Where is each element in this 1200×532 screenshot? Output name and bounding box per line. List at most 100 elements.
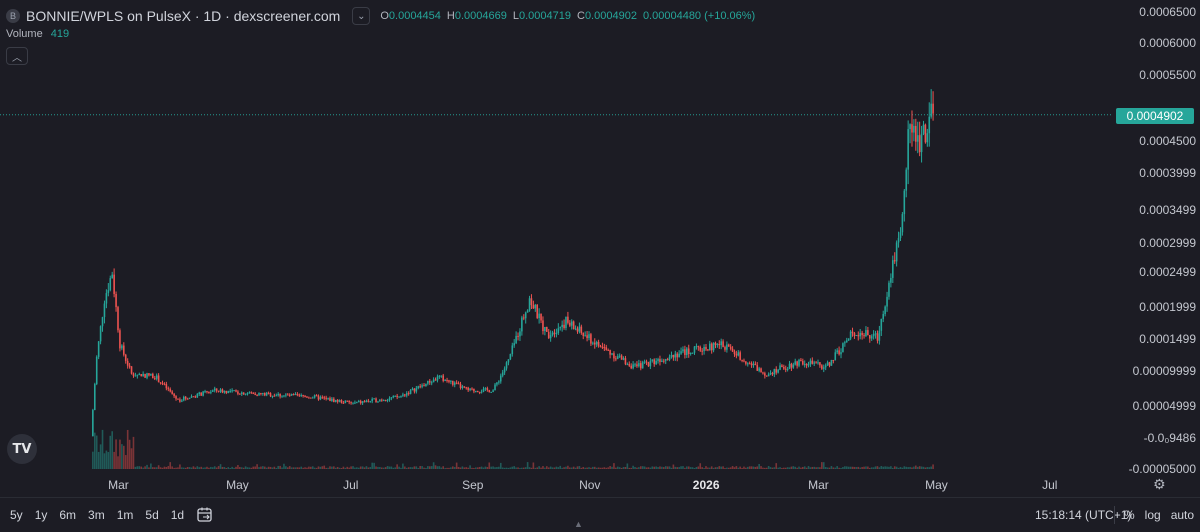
volume-bar	[724, 467, 726, 469]
candle-body	[476, 391, 479, 393]
candle-body	[824, 365, 827, 368]
candle-body	[659, 359, 661, 362]
volume-bar	[737, 467, 740, 469]
volume-bar	[340, 467, 343, 469]
volume-bar	[684, 467, 686, 469]
volume-bar	[707, 467, 709, 469]
candle-body	[802, 360, 804, 365]
price-axis-label: 0.0002999	[1139, 236, 1196, 250]
collapse-legend-button[interactable]: ︿	[6, 47, 28, 65]
candle-body	[113, 274, 115, 294]
volume-bar	[605, 467, 608, 469]
volume-bar	[252, 466, 255, 469]
volume-bar	[363, 467, 366, 469]
range-button-5d[interactable]: 5d	[145, 508, 159, 522]
candle-body	[471, 388, 473, 390]
time-axis-label: Jul	[1042, 478, 1058, 492]
candle-body	[290, 394, 293, 396]
volume-bar	[177, 467, 179, 469]
volume-bar	[150, 463, 152, 469]
volume-bar	[356, 467, 358, 469]
volume-bar	[893, 466, 896, 469]
tradingview-logo-icon[interactable]: TV	[7, 434, 37, 464]
candle-body	[830, 359, 833, 366]
candle-body	[588, 334, 590, 338]
candle-body	[186, 398, 189, 400]
volume-bar	[128, 439, 131, 469]
candle-body	[783, 367, 785, 369]
candle-body	[227, 390, 230, 394]
volume-bar	[450, 467, 452, 469]
volume-bar	[258, 467, 260, 469]
volume-bar	[321, 466, 324, 469]
volume-bar	[892, 467, 894, 469]
price-axis-label: 0.0004500	[1139, 134, 1196, 148]
candle-body	[380, 399, 383, 401]
volume-bar	[916, 466, 919, 469]
candle-body	[628, 364, 631, 366]
volume-bar	[784, 467, 787, 469]
volume-bar	[618, 467, 621, 469]
candle-body	[811, 360, 814, 364]
range-button-5y[interactable]: 5y	[10, 508, 23, 522]
volume-bar	[380, 467, 383, 469]
range-button-3m[interactable]: 3m	[88, 508, 105, 522]
candle-body	[386, 399, 389, 401]
volume-bar	[237, 465, 239, 469]
volume-bar	[423, 467, 425, 469]
volume-bar	[152, 467, 154, 469]
candle-body	[519, 331, 521, 337]
ohlc-item: C0.0004902	[577, 10, 637, 22]
volume-bar	[834, 467, 837, 469]
volume-bar	[609, 466, 611, 469]
candle-body	[496, 382, 498, 385]
scale-option-percent[interactable]: %	[1124, 508, 1135, 522]
volume-bar	[853, 466, 856, 469]
scale-option-auto[interactable]: auto	[1170, 508, 1195, 522]
candle-body	[674, 353, 677, 358]
candle-body	[325, 397, 327, 399]
candle-body	[242, 392, 245, 395]
volume-bar	[390, 466, 393, 469]
range-button-6m[interactable]: 6m	[59, 508, 77, 522]
chevron-down-icon[interactable]: ⌄	[352, 7, 371, 25]
candle-body	[298, 394, 301, 396]
ohlc-key: C	[576, 10, 585, 22]
candle-body	[615, 358, 617, 360]
volume-bar	[221, 466, 224, 469]
calendar-goto-icon[interactable]	[196, 506, 214, 524]
candle-body	[440, 375, 443, 377]
volume-bar	[465, 467, 468, 469]
volume-bar	[503, 467, 506, 469]
candle-body	[754, 363, 757, 366]
scroll-up-icon[interactable]: ▲	[574, 519, 583, 529]
volume-bar	[792, 466, 795, 469]
volume-bar	[551, 467, 554, 469]
volume-bar	[365, 466, 368, 469]
volume-bar	[932, 464, 934, 469]
gear-icon[interactable]: ⚙	[1153, 476, 1166, 492]
range-button-1m[interactable]: 1m	[116, 508, 134, 522]
volume-bar	[448, 467, 450, 469]
candle-body	[613, 353, 615, 359]
candle-body	[570, 321, 573, 326]
volume-bar	[731, 466, 734, 469]
candle-body	[354, 402, 356, 404]
volume-bar	[762, 467, 764, 469]
clock-readout[interactable]: 15:18:14 (UTC+1)	[1035, 508, 1132, 522]
volume-bar	[687, 466, 690, 469]
scale-option-log[interactable]: log	[1144, 508, 1161, 522]
range-button-1d[interactable]: 1d	[170, 508, 185, 522]
candle-body	[893, 260, 896, 262]
volume-bar	[148, 467, 150, 469]
volume-bar	[223, 467, 226, 469]
range-button-1y[interactable]: 1y	[34, 508, 48, 522]
volume-bar	[750, 466, 753, 469]
candle-body	[459, 383, 462, 388]
volume-bar	[726, 467, 728, 469]
volume-bar	[821, 462, 823, 469]
volume-bar	[265, 467, 268, 469]
volume-bar	[157, 465, 160, 469]
volume-bar	[99, 444, 102, 469]
